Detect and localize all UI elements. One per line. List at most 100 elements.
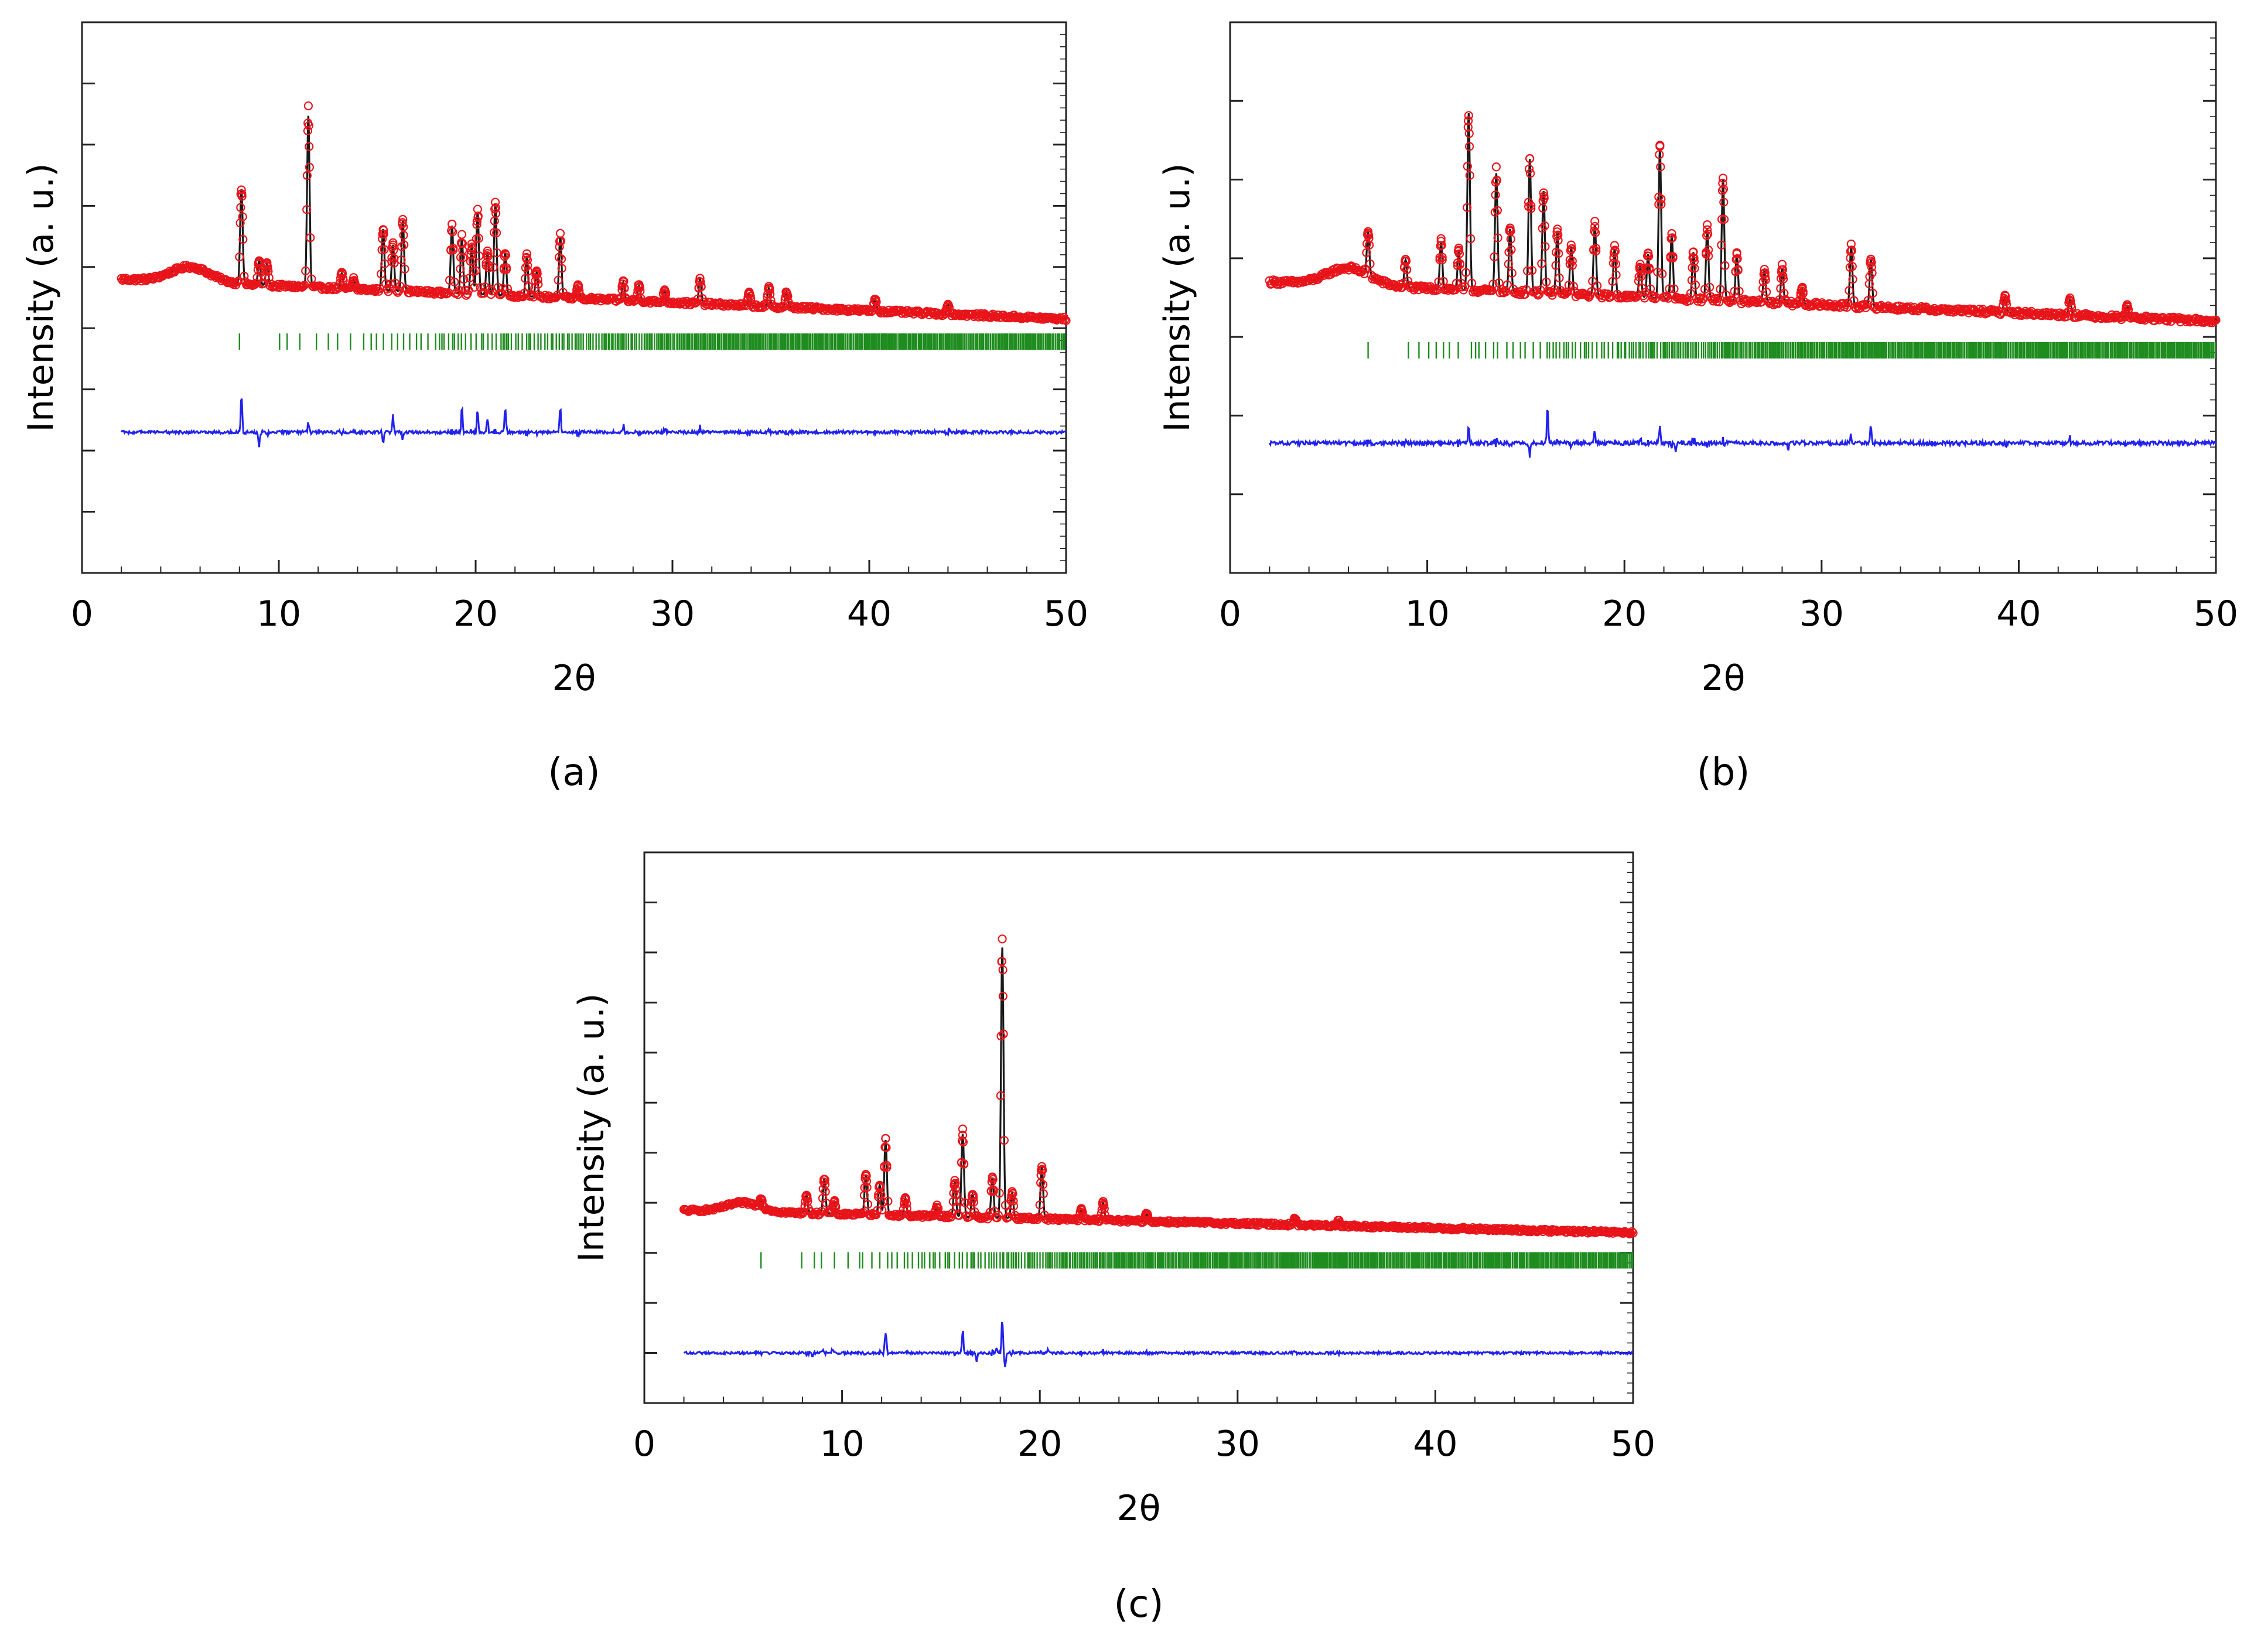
panel-a-observed-point	[501, 250, 511, 260]
panel-a-observed-point	[556, 236, 566, 245]
panel-b: 0 10 20 30 40 50 2θ Intensity (a. u.) (b)	[1157, 21, 2238, 794]
panel-b-observed-point	[1528, 266, 1537, 275]
panel-b-observed-point	[1365, 259, 1375, 269]
panel-a-observed-point	[635, 282, 644, 291]
panel-c-observed-point	[998, 934, 1007, 944]
panel-c-observed-point	[802, 1191, 812, 1201]
panel-b-observed-point	[1732, 249, 1741, 258]
panel-c-x-tick-label: 30	[1215, 1424, 1260, 1465]
panel-a-observed-point	[463, 289, 472, 299]
panel-c-observed-point	[993, 1210, 1003, 1220]
panel-b-observed-point	[1668, 253, 1678, 262]
panel-a-observed-point	[501, 263, 511, 272]
panel-b-observed-point	[1762, 287, 1771, 296]
panel-a-observed-point	[378, 225, 388, 234]
panel-a-observed-point	[337, 269, 347, 278]
panel-c-observed-point	[1037, 1166, 1047, 1175]
panel-b-observed-point	[1464, 111, 1473, 120]
panel-a-observed-point	[489, 262, 498, 272]
panel-b-observed-point	[1540, 221, 1549, 231]
panel-b-observed-point	[1774, 299, 1783, 308]
panel-b-observed-point	[1464, 129, 1474, 138]
panel-b-observed-point	[1794, 296, 1803, 306]
panel-b-observed-point	[1702, 231, 1712, 240]
panel-b-observed-point	[1566, 240, 1576, 250]
panel-a-observed-point	[447, 226, 456, 235]
panel-c-observed-point	[988, 1175, 998, 1185]
panel-c-observed-point	[830, 1197, 839, 1206]
panel-b-observed-point	[1569, 282, 1578, 291]
panel-b-observed-point	[1525, 154, 1535, 163]
panel-c-observed-point	[1335, 1218, 1344, 1227]
panel-b-observed-point	[1705, 282, 1715, 292]
panel-b-observed-point	[1634, 277, 1643, 286]
panel-b-observed-point	[1460, 282, 1470, 291]
panel-c-observed-point	[820, 1175, 829, 1185]
panel-c-observed-point	[1627, 1227, 1637, 1237]
panel-b-x-tick-label: 10	[1405, 593, 1449, 634]
panel-a-label: (a)	[548, 751, 600, 794]
panel-b-observed-point	[1718, 173, 1728, 183]
panel-c-observed-point	[882, 1143, 891, 1152]
panel-c-observed-point	[858, 1207, 868, 1217]
panel-c-observed-point	[821, 1187, 830, 1196]
panel-b-observed-point	[1611, 260, 1620, 269]
panel-a-observed-point	[305, 162, 315, 172]
panel-a-observed-point	[389, 245, 398, 255]
panel-a-calculated-curve	[121, 115, 1067, 320]
panel-a-observed-point	[498, 284, 508, 293]
panel-a-frame	[81, 21, 1067, 574]
panel-b-observed-point	[1493, 206, 1502, 215]
panel-a-observed-point	[471, 266, 480, 275]
panel-b-observed-point	[1454, 249, 1464, 258]
panel-a: 0 10 20 30 40 50 2θ Intensity (a. u.) (a)	[21, 21, 1088, 794]
panel-b-observed-point	[1760, 265, 1769, 274]
panel-b-observed-point	[1689, 253, 1699, 262]
panel-b-x-tick-label: 30	[1799, 593, 1844, 634]
panel-c-observed-point	[1039, 1189, 1048, 1199]
panel-b-observed-point	[1846, 239, 1856, 249]
panel-b-observed-point	[2066, 296, 2075, 306]
panel-b-observed-point	[1502, 280, 1512, 289]
panel-a-observed-point	[264, 267, 273, 276]
panel-a-x-tick-label: 40	[847, 593, 892, 634]
panel-b-bragg-ticks	[1367, 342, 2216, 359]
panel-b-observed-point	[1867, 268, 1877, 278]
panel-a-observed-point	[761, 298, 771, 308]
panel-a-x-tick-labels: 0 10 20 30 40 50	[71, 593, 1088, 634]
panel-a-x-axis-label: 2θ	[552, 658, 596, 699]
panel-c-observed-point	[957, 1136, 967, 1146]
panel-b-observed-point	[1668, 233, 1677, 243]
panel-c-observed-point	[1628, 1228, 1638, 1238]
panel-b-observed-point	[1655, 150, 1664, 159]
panel-c-observed-point	[883, 1196, 893, 1206]
panel-a-observed-point	[378, 234, 387, 244]
panel-b-observed-point	[1703, 229, 1713, 238]
panel-c-observed-point	[951, 1178, 960, 1188]
panel-c-observed-point	[803, 1197, 812, 1206]
panel-b-observed-point	[1848, 275, 1857, 284]
panel-a-observed-point	[459, 275, 469, 284]
panel-b-observed-point	[1669, 284, 1679, 293]
panel-b-observed-point	[1847, 246, 1856, 255]
panel-a-observed-point	[303, 126, 313, 135]
panel-b-observed-point	[1582, 290, 1592, 299]
panel-b-observed-point	[1703, 220, 1712, 230]
panel-c-observed-point	[945, 1211, 954, 1221]
panel-b-observed-point	[1437, 255, 1447, 265]
panel-b-observed-point	[1454, 245, 1464, 255]
panel-a-observed-point	[574, 283, 583, 292]
panel-c-observed-point	[968, 1190, 978, 1200]
panel-c-observed-point	[757, 1196, 767, 1206]
panel-a-observed-point	[523, 267, 533, 276]
panel-b-observed-point	[1364, 234, 1374, 243]
panel-c-observed-point	[862, 1171, 871, 1181]
panel-b-observed-point	[1488, 279, 1498, 289]
panel-b-observed-point	[1365, 240, 1374, 250]
panel-c-observed-point	[959, 1159, 969, 1169]
panel-a-observed-point	[235, 252, 244, 262]
panel-b-observed-point	[1436, 237, 1446, 246]
panel-a-observed-point	[237, 192, 247, 201]
panel-a-observed-point	[521, 274, 530, 283]
panel-b-observed-point	[1553, 230, 1563, 240]
